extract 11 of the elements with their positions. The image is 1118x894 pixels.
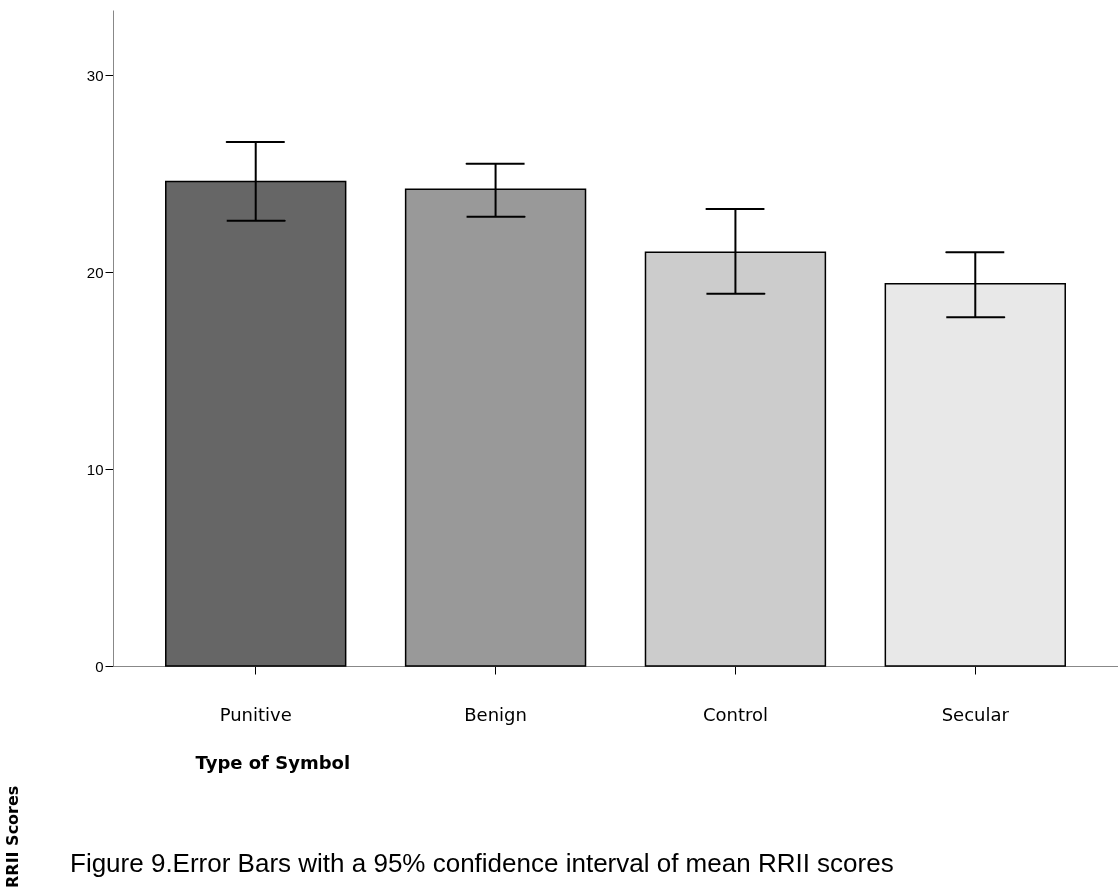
y-tick-label: 0: [95, 657, 104, 675]
x-tick-label: Control: [702, 703, 768, 725]
y-tick-label: 20: [86, 263, 104, 281]
y-tick-label: 30: [86, 66, 104, 84]
caption: Figure 9.Error Bars with a 95% confidence interval of mean RRII scores: [70, 848, 894, 879]
x-tick-label: Secular: [941, 703, 1010, 725]
y-tick-label: 10: [86, 460, 104, 478]
x-tick-label: Benign: [464, 703, 527, 725]
x-tick-label: Punitive: [219, 703, 292, 725]
x-axis-title: Type of Symbol: [195, 751, 351, 773]
text: RRII Scores: [3, 785, 22, 888]
